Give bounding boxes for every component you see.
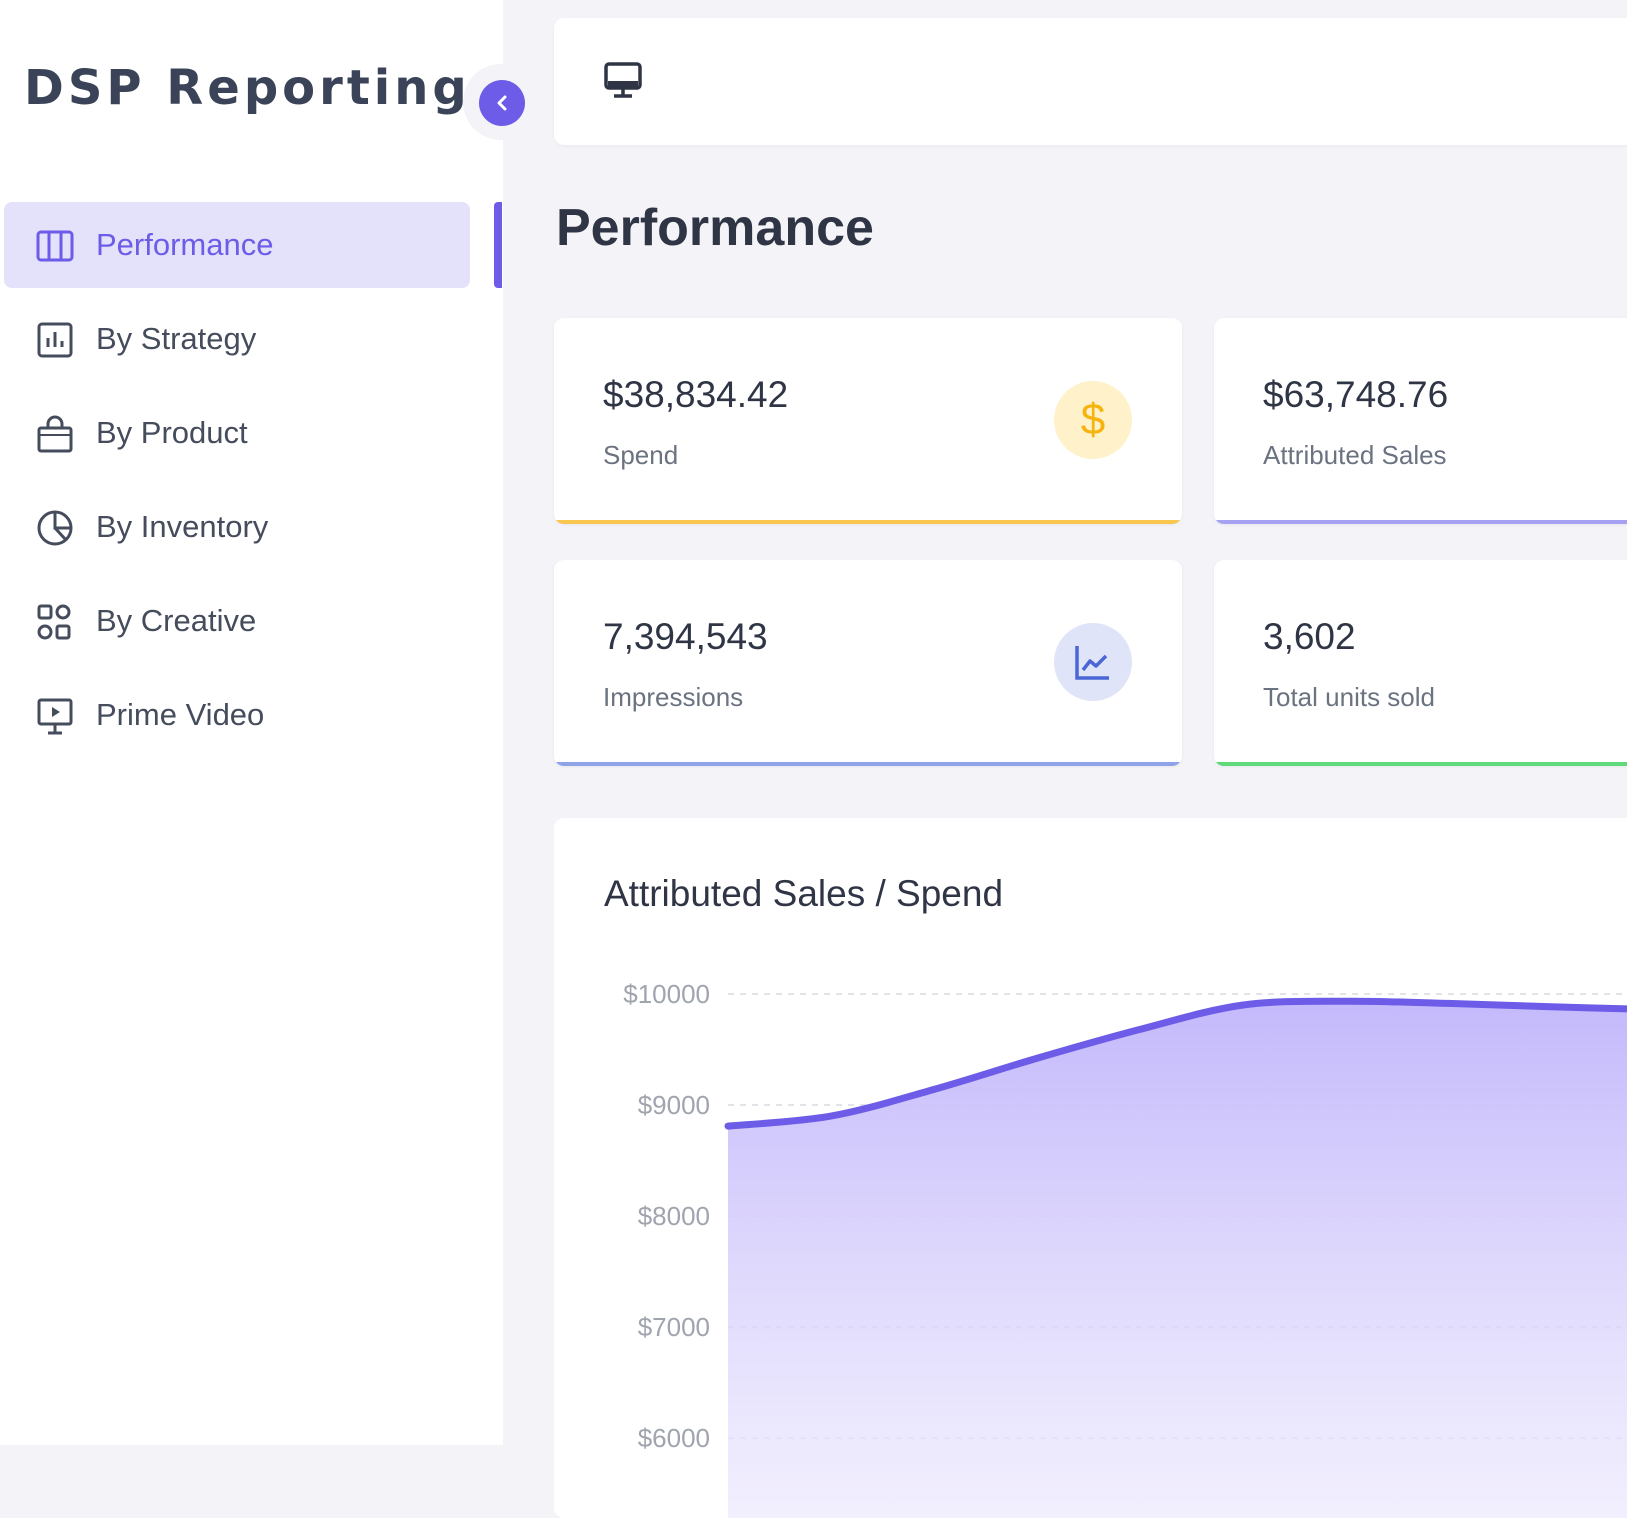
stat-value: $63,748.76 <box>1263 374 1449 415</box>
sidebar-item-label: By Strategy <box>96 321 257 356</box>
sidebar-item-performance[interactable]: Performance <box>4 202 470 288</box>
line-chart-icon <box>1054 623 1132 701</box>
y-tick-label: $10000 <box>623 979 710 1009</box>
presentation-icon <box>36 697 74 735</box>
sidebar-item-label: Prime Video <box>96 697 265 732</box>
monitor-icon[interactable] <box>604 62 642 105</box>
card-underline <box>1214 520 1627 524</box>
dollar-icon: $ <box>1054 381 1132 459</box>
top-bar <box>554 18 1627 145</box>
stat-card-attributed-sales: $63,748.76 Attributed Sales <box>1214 318 1627 524</box>
stat-card-spend: $38,834.42 Spend $ <box>554 318 1182 524</box>
brand-title: DSP Reporting <box>24 60 471 116</box>
y-tick-label: $9000 <box>638 1090 710 1120</box>
sidebar: DSP Reporting Performance By Strategy By… <box>0 0 503 1445</box>
sidebar-item-label: By Product <box>96 415 248 450</box>
area-fill <box>728 1001 1627 1518</box>
collapse-toggle-wrap <box>463 64 539 140</box>
stat-caption: Total units sold <box>1263 682 1435 712</box>
area-chart: $10000 $9000 $8000 $7000 $6000 <box>623 979 1627 1518</box>
pie-chart-icon <box>36 509 74 547</box>
sidebar-item-label: Performance <box>96 227 274 262</box>
series-line <box>724 997 1627 1130</box>
sidebar-item-label: By Creative <box>96 603 257 638</box>
sidebar-item-by-strategy[interactable]: By Strategy <box>4 296 470 382</box>
columns-icon <box>36 227 74 265</box>
card-underline <box>1214 762 1627 766</box>
sidebar-item-prime-video[interactable]: Prime Video <box>4 672 470 758</box>
sidebar-item-by-inventory[interactable]: By Inventory <box>4 484 470 570</box>
active-indicator <box>494 202 502 288</box>
y-tick-label: $6000 <box>638 1423 710 1453</box>
stat-caption: Impressions <box>603 682 744 712</box>
y-tick-label: $7000 <box>638 1312 710 1342</box>
stat-card-impressions: 7,394,543 Impressions <box>554 560 1182 766</box>
sidebar-item-label: By Inventory <box>96 509 269 544</box>
card-underline <box>554 520 1182 524</box>
y-tick-label: $8000 <box>638 1201 710 1231</box>
stat-caption: Spend <box>603 440 679 470</box>
sidebar-item-by-product[interactable]: By Product <box>4 390 470 476</box>
sidebar-nav: Performance By Strategy By Product By In… <box>4 202 470 766</box>
chart-panel: Attributed Sales / Spend $10000 $9000 $800… <box>554 818 1627 1518</box>
collapse-sidebar-button[interactable] <box>479 80 525 126</box>
page-title: Performance <box>556 199 874 257</box>
shopping-bag-icon <box>36 415 74 453</box>
chart-title: Attributed Sales / Spend <box>604 873 1004 914</box>
stat-card-total-units: 3,602 Total units sold <box>1214 560 1627 766</box>
stat-caption: Attributed Sales <box>1263 440 1447 470</box>
grid-icon <box>36 603 74 641</box>
bar-chart-icon <box>36 321 74 359</box>
stat-value: 3,602 <box>1263 616 1356 657</box>
sidebar-item-by-creative[interactable]: By Creative <box>4 578 470 664</box>
stat-value: 7,394,543 <box>603 616 768 657</box>
stat-value: $38,834.42 <box>603 374 789 415</box>
chevron-left-icon <box>497 95 507 111</box>
card-underline <box>554 762 1182 766</box>
